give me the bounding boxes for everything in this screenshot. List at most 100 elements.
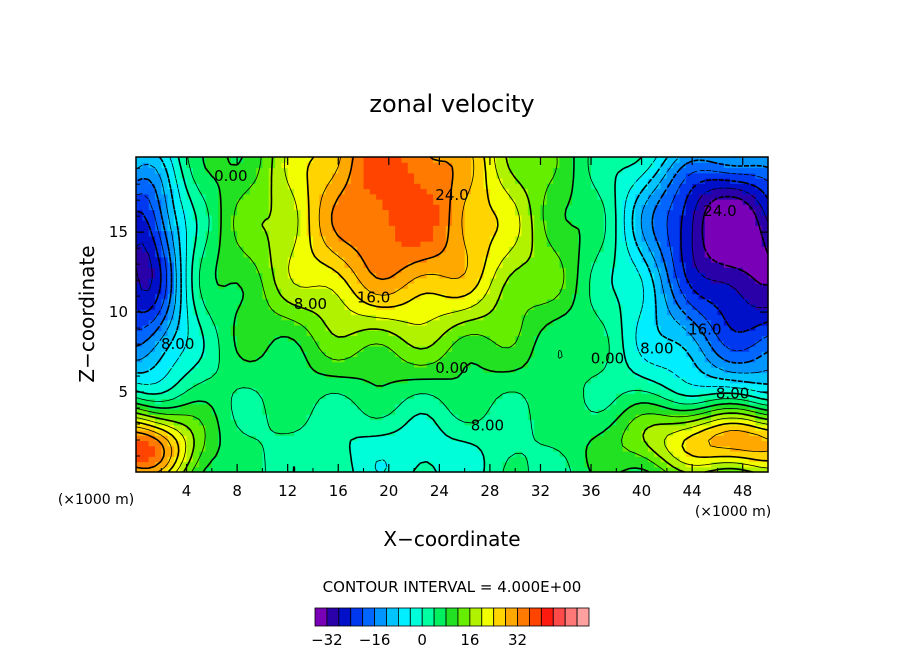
field-cell <box>565 445 573 452</box>
field-cell <box>237 430 245 436</box>
field-cell <box>597 267 605 274</box>
field-cell <box>452 225 459 232</box>
field-cell <box>205 251 213 258</box>
field-cell <box>319 424 327 431</box>
field-cell <box>426 251 434 258</box>
field-cell <box>742 262 750 268</box>
field-cell <box>218 361 226 368</box>
field-cell <box>565 241 573 247</box>
field-cell <box>325 424 333 431</box>
field-cell <box>508 388 516 394</box>
field-cell <box>395 382 403 389</box>
field-cell <box>515 430 523 436</box>
field-cell <box>388 440 396 447</box>
field-cell <box>218 403 226 410</box>
field-cell <box>452 356 459 363</box>
field-cell <box>142 241 150 247</box>
field-cell <box>325 277 333 284</box>
field-cell <box>439 241 447 247</box>
field-cell <box>698 309 706 316</box>
field-cell <box>363 340 371 347</box>
field-cell <box>382 456 390 463</box>
field-cell <box>597 304 605 310</box>
field-cell <box>698 451 706 457</box>
field-cell <box>344 340 352 347</box>
field-cell <box>407 272 415 279</box>
field-cell <box>401 256 409 263</box>
field-cell <box>281 403 289 410</box>
field-cell <box>578 351 586 358</box>
field-cell <box>148 445 156 452</box>
field-cell <box>477 403 485 410</box>
field-cell <box>546 388 554 394</box>
field-cell <box>761 277 769 284</box>
field-cell <box>363 367 371 373</box>
field-cell <box>742 251 750 258</box>
field-cell <box>363 356 371 363</box>
field-cell <box>180 225 188 232</box>
field-cell <box>312 214 320 221</box>
field-cell <box>597 445 605 452</box>
field-cell <box>312 309 320 316</box>
field-cell <box>565 251 573 258</box>
field-cell <box>350 456 358 463</box>
field-cell <box>534 235 542 242</box>
field-cell <box>515 298 523 305</box>
field-cell <box>723 367 731 373</box>
field-cell <box>243 272 251 279</box>
field-cell <box>730 293 737 300</box>
field-cell <box>584 267 592 274</box>
field-cell <box>407 409 415 415</box>
field-cell <box>388 298 396 305</box>
field-cell <box>628 325 636 331</box>
field-cell <box>730 367 737 373</box>
field-cell <box>136 220 143 226</box>
field-cell <box>300 461 308 468</box>
field-cell <box>578 440 586 447</box>
field-cell <box>357 419 365 426</box>
field-cell <box>635 419 643 426</box>
field-cell <box>167 377 175 384</box>
field-cell <box>458 235 466 242</box>
field-cell <box>369 241 377 247</box>
field-cell <box>540 388 548 394</box>
field-cell <box>559 377 567 384</box>
field-cell <box>363 335 371 342</box>
field-cell <box>489 262 497 268</box>
field-cell <box>136 456 143 463</box>
field-cell <box>237 251 245 258</box>
field-cell <box>559 382 567 389</box>
field-cell <box>692 398 700 405</box>
field-cell <box>723 267 731 274</box>
field-cell <box>666 335 674 342</box>
field-cell <box>761 398 769 405</box>
field-cell <box>534 209 542 216</box>
field-cell <box>268 419 276 426</box>
field-cell <box>237 288 245 295</box>
field-cell <box>237 414 245 421</box>
field-cell <box>395 351 403 358</box>
field-cell <box>749 262 756 268</box>
field-cell <box>350 298 358 305</box>
field-cell <box>603 377 611 384</box>
field-cell <box>685 319 693 326</box>
field-cell <box>275 256 282 263</box>
field-cell <box>521 325 529 331</box>
field-cell <box>414 288 421 295</box>
field-cell <box>275 277 282 284</box>
field-cell <box>464 409 472 415</box>
field-cell <box>243 298 251 305</box>
field-cell <box>237 241 245 247</box>
field-cell <box>685 403 693 410</box>
field-cell <box>483 356 491 363</box>
field-cell <box>268 424 276 431</box>
field-cell <box>331 319 339 326</box>
field-cell <box>540 398 548 405</box>
field-cell <box>136 461 143 468</box>
field-cell <box>363 314 371 321</box>
field-cell <box>142 414 150 421</box>
field-cell <box>407 246 415 253</box>
field-cell <box>199 440 207 447</box>
field-cell <box>376 262 384 268</box>
field-cell <box>534 230 542 237</box>
